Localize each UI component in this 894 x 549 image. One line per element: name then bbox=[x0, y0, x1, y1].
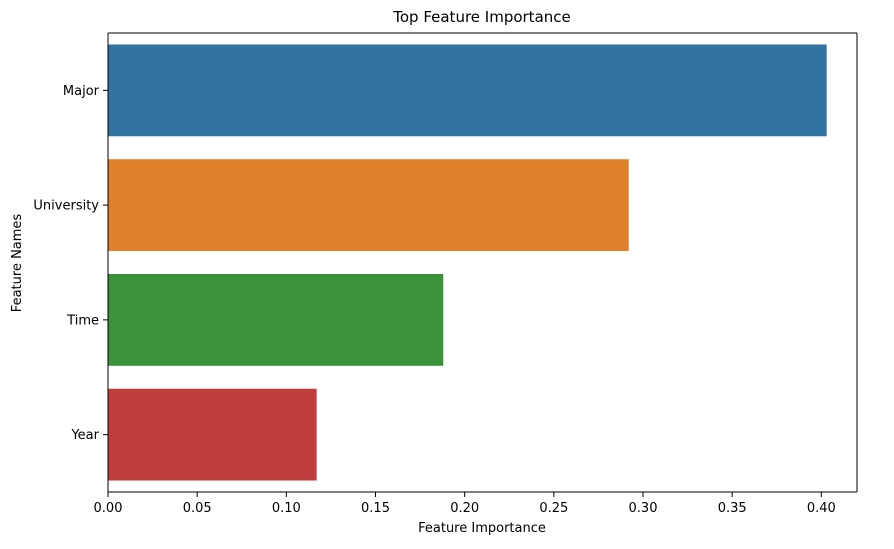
x-tick-label: 0.30 bbox=[629, 501, 658, 516]
bar-university bbox=[108, 159, 629, 252]
x-tick-label: 0.05 bbox=[183, 501, 212, 516]
x-tick-label: 0.00 bbox=[94, 501, 123, 516]
y-axis-label: Feature Names bbox=[10, 214, 25, 313]
x-tick-label: 0.35 bbox=[718, 501, 747, 516]
y-ticks: Major University Time Year bbox=[33, 84, 108, 443]
bar-year bbox=[108, 388, 317, 481]
x-tick-label: 0.40 bbox=[807, 501, 836, 516]
x-tick-label: 0.10 bbox=[272, 501, 301, 516]
x-tick-label: 0.25 bbox=[539, 501, 568, 516]
bar-major bbox=[108, 44, 827, 137]
bars-layer bbox=[108, 44, 827, 481]
y-tick-label: Major bbox=[63, 84, 100, 99]
chart-title: Top Feature Importance bbox=[392, 8, 571, 26]
x-tick-label: 0.15 bbox=[361, 501, 390, 516]
y-tick-label: Time bbox=[66, 313, 99, 328]
x-tick-label: 0.20 bbox=[450, 501, 479, 516]
bar-time bbox=[108, 273, 444, 366]
x-ticks: 0.00 0.05 0.10 0.15 0.20 0.25 0.30 0.35 0.40 bbox=[94, 492, 836, 516]
x-axis-label: Feature Importance bbox=[418, 521, 546, 536]
y-tick-label: University bbox=[33, 199, 99, 214]
y-tick-label: Year bbox=[70, 428, 99, 443]
